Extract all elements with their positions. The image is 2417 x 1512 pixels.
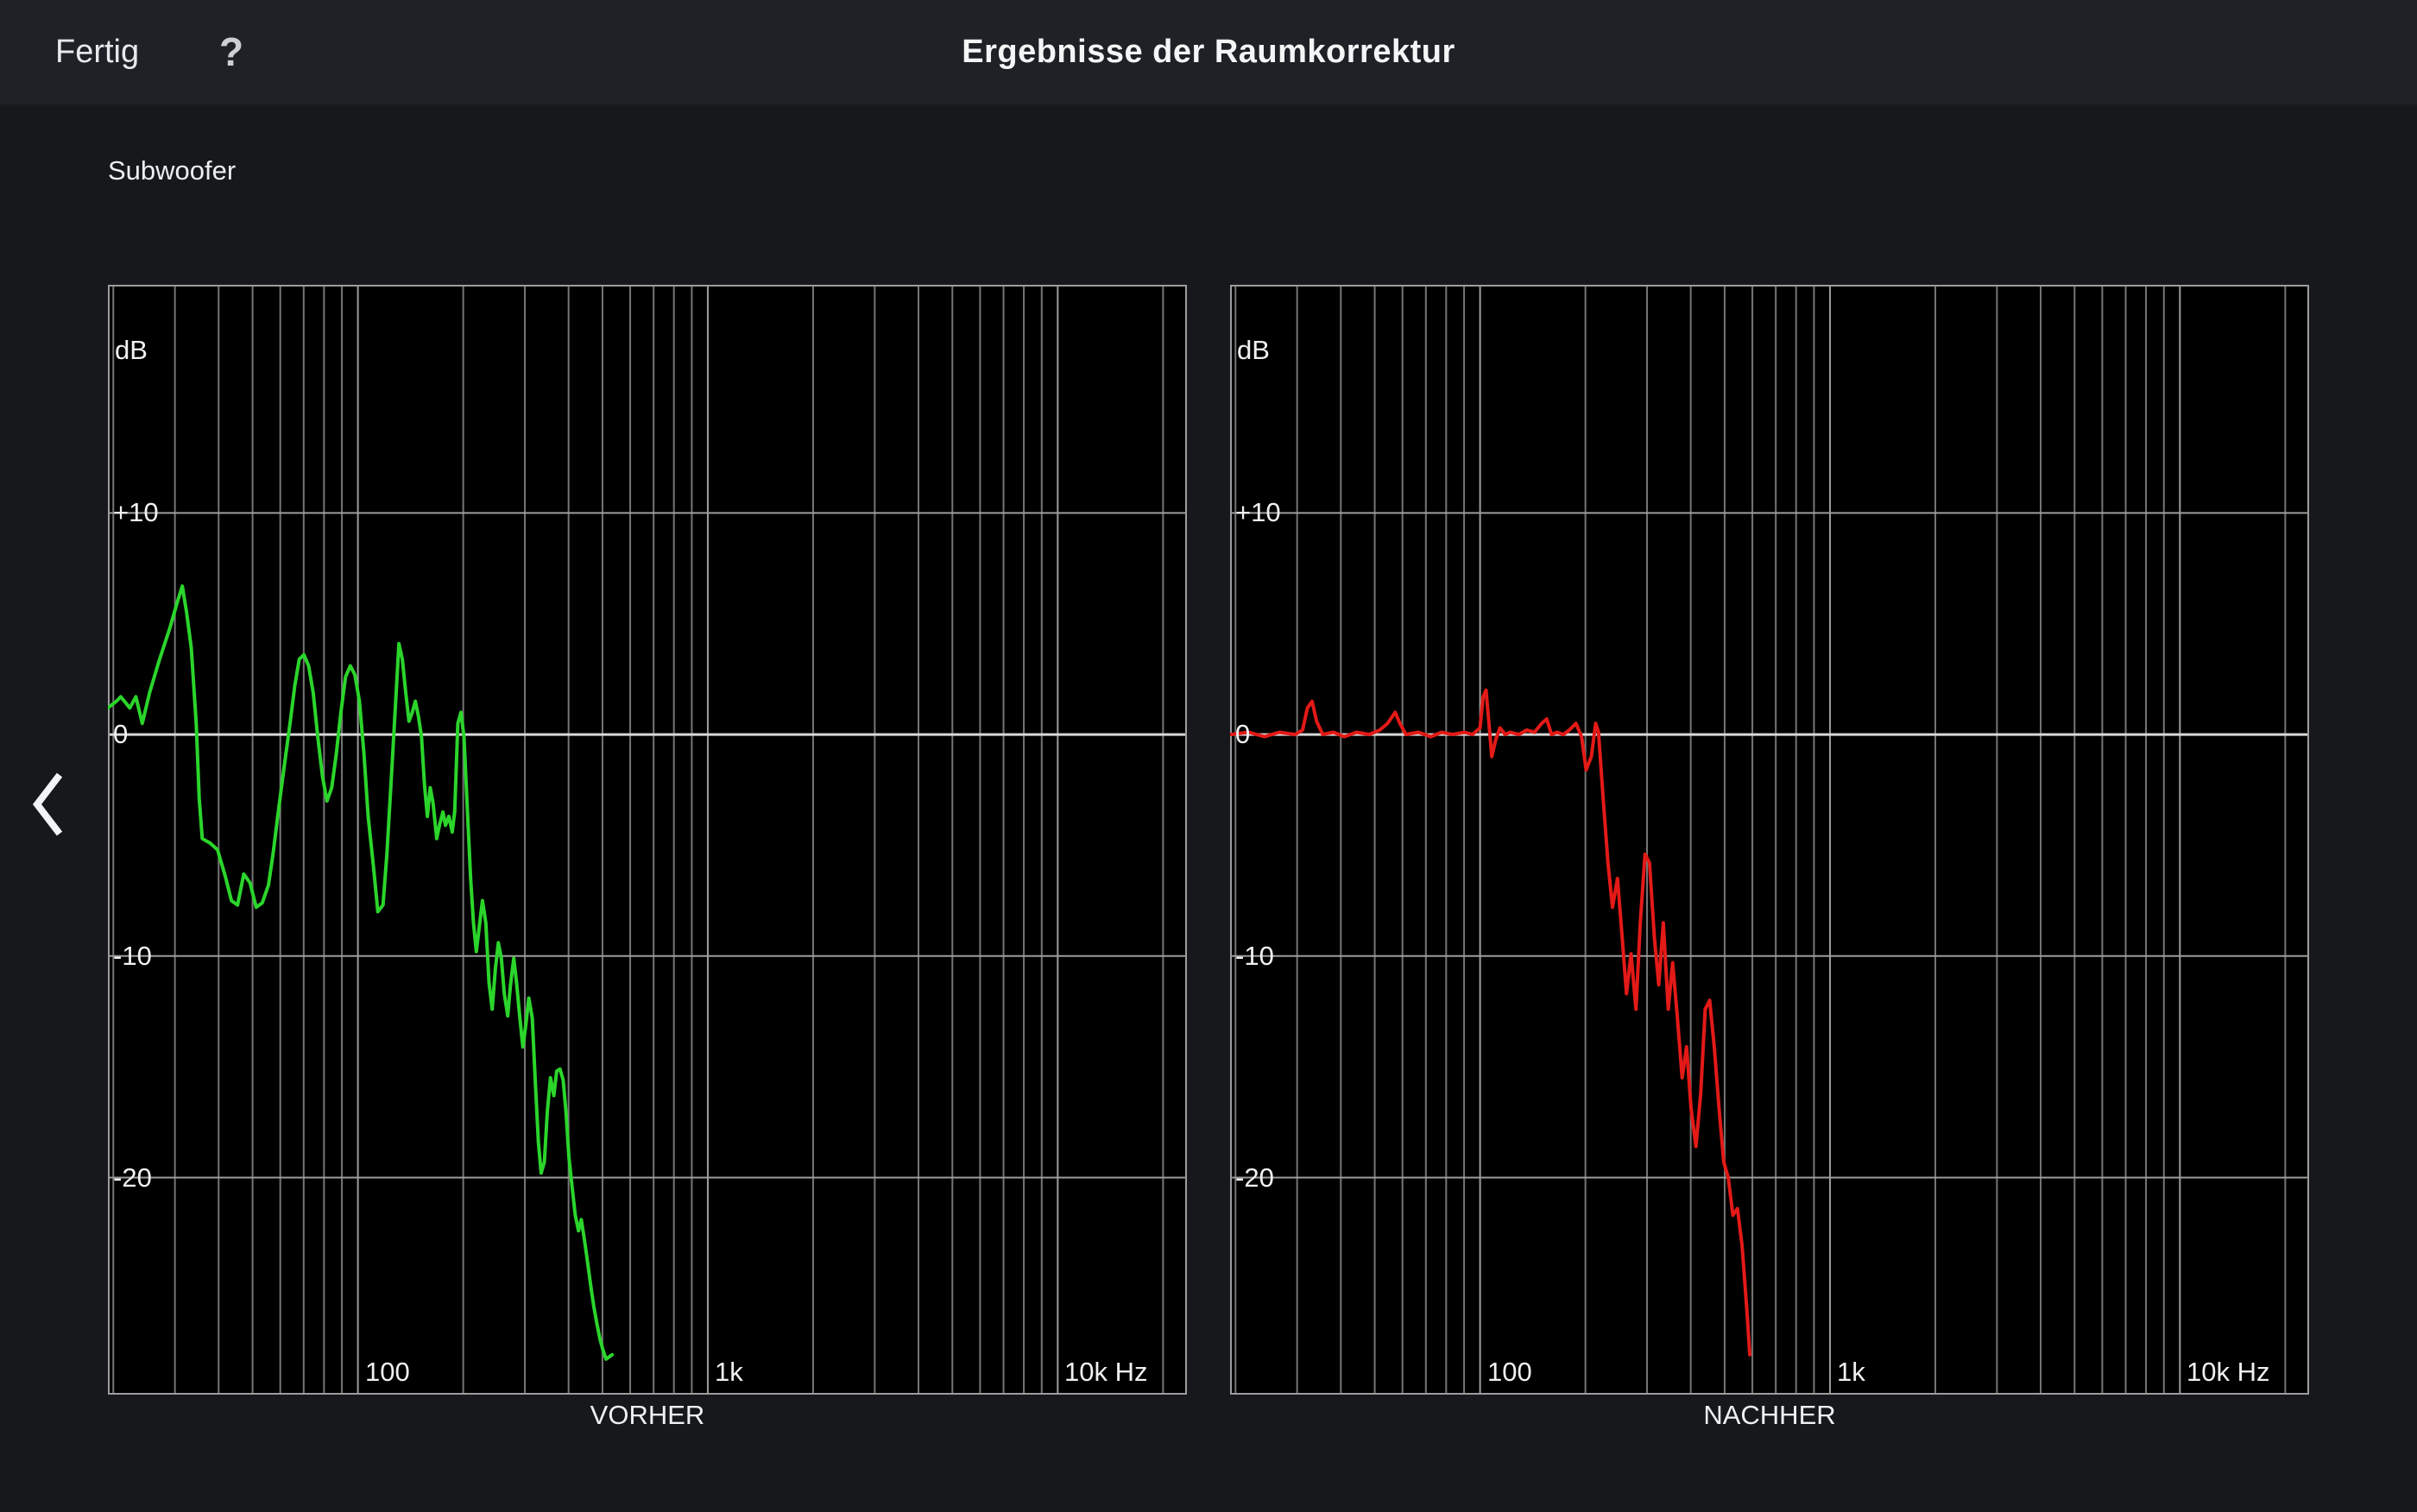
after-frequency-response-plot [1230,285,2309,1395]
y-tick-label: 0 [1235,719,1251,749]
response-curve [1230,688,1752,1357]
y-tick-label: +10 [113,497,159,527]
x-tick-label: 10k Hz [1064,1357,1148,1387]
chart-border [1230,285,2309,1395]
x-tick-label: 1k [1837,1357,1865,1387]
y-tick-label: -20 [113,1162,152,1193]
x-tick-label: 10k Hz [2187,1357,2270,1387]
chevron-left-icon [32,772,63,836]
before-frequency-response-plot [108,285,1187,1395]
x-tick-label: 100 [365,1357,410,1387]
chart-border [108,285,1187,1395]
x-tick-label: 100 [1487,1357,1532,1387]
help-button[interactable]: ? [205,0,257,104]
y-axis-unit-label: dB [115,335,148,365]
y-axis-unit-label: dB [1237,335,1270,365]
page-title: Ergebnisse der Raumkorrektur [962,34,1455,70]
x-tick-label: 1k [715,1357,743,1387]
response-curve [108,584,615,1361]
after-caption: NACHHER [1703,1400,1836,1430]
before-chart-panel: dB +10 0 -10 -20 100 1k 10k Hz [108,285,1187,1395]
previous-speaker-button[interactable] [12,749,85,860]
y-tick-label: -20 [1235,1162,1274,1193]
y-tick-label: -10 [113,941,152,971]
done-button[interactable]: Fertig [55,0,139,104]
after-chart-panel: dB +10 0 -10 -20 100 1k 10k Hz [1230,285,2309,1395]
speaker-label: Subwoofer [108,155,237,186]
header: Fertig ? Ergebnisse der Raumkorrektur [0,0,2417,104]
y-tick-label: 0 [113,719,129,749]
before-caption: VORHER [590,1400,705,1430]
y-tick-label: +10 [1235,497,1281,527]
y-tick-label: -10 [1235,941,1274,971]
